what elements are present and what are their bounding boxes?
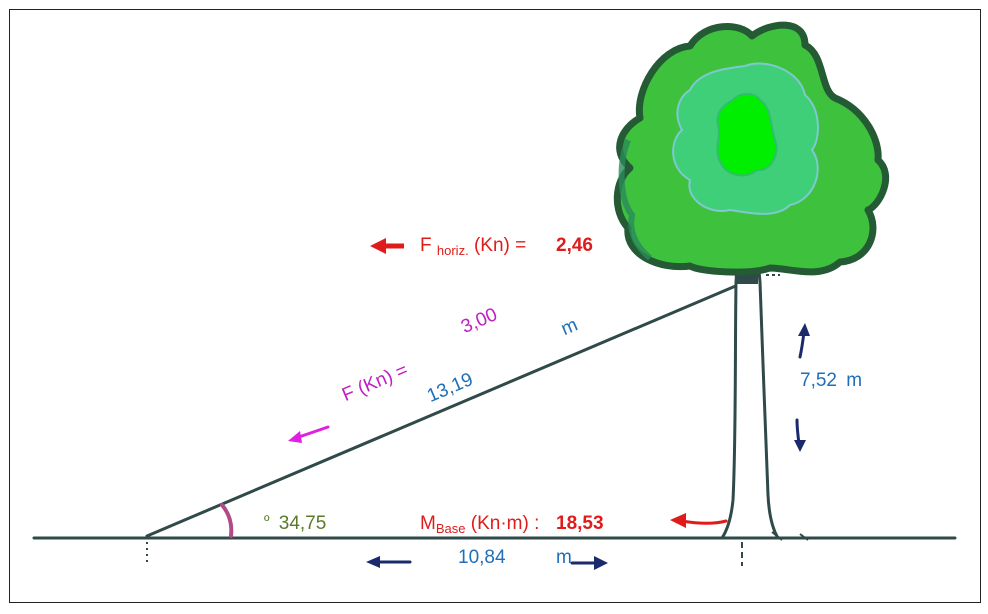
moment-unit: (Kn·m) : <box>470 513 540 534</box>
angle-value: 34,75 <box>278 513 327 534</box>
angle-arc <box>220 503 234 538</box>
base-value: 10,84 <box>458 547 506 568</box>
base-left-arrow <box>366 556 412 568</box>
angle-symbol: º <box>264 513 270 530</box>
moment-symbol: M <box>420 513 436 534</box>
horizontal-force-arrow <box>370 238 404 254</box>
base-unit: m <box>556 547 572 568</box>
canopy-shade <box>618 138 652 261</box>
moment-arrow <box>670 513 728 528</box>
cable-anchor-knot <box>736 274 758 284</box>
moment-value: 18,53 <box>556 513 604 534</box>
horizontal-force-symbol: F <box>420 235 432 256</box>
horizontal-force-value: 2,46 <box>556 235 593 256</box>
angle-label: º 34,75 <box>264 514 326 533</box>
height-label: 7,52 m <box>800 371 862 390</box>
horizontal-force-unit: (Kn) = <box>473 235 527 256</box>
tree-trunk <box>720 248 780 540</box>
moment-label: MBase (Kn·m) : <box>420 514 539 535</box>
cable-force-arrow <box>288 425 330 443</box>
horizontal-force-label: F horiz. (Kn) = <box>420 236 526 257</box>
grass-tuft <box>799 533 809 541</box>
moment-subscript: Base <box>435 521 466 536</box>
height-unit: m <box>846 370 863 391</box>
horizontal-force-subscript: horiz. <box>436 243 469 258</box>
grass-tuft <box>771 531 783 541</box>
height-down-arrow <box>794 418 806 452</box>
height-value: 7,52 <box>800 370 837 391</box>
cable-line <box>145 280 747 538</box>
height-up-arrow <box>798 323 810 359</box>
base-right-arrow <box>570 556 608 570</box>
canopy-core <box>716 93 778 177</box>
